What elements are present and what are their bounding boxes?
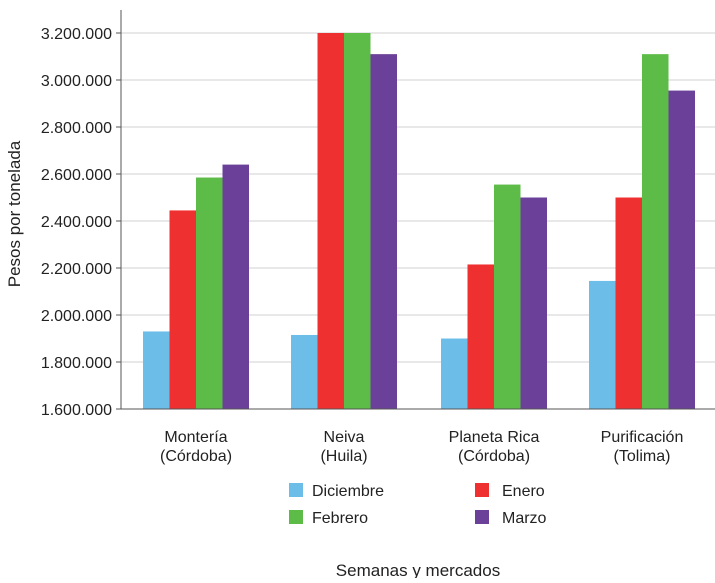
y-tick-label: 2.000.000 [41, 308, 112, 325]
bar-marzo-2 [520, 197, 547, 409]
bar-marzo-0 [222, 164, 249, 409]
x-tick-label: (Córdoba) [458, 448, 530, 465]
x-tick-label: (Córdoba) [160, 448, 232, 465]
y-tick-labels: 1.600.000 1.800.000 2.000.000 2.200.000 2.40… [41, 26, 112, 419]
y-tick-label: 2.400.000 [41, 214, 112, 231]
bars [143, 33, 695, 410]
y-tick-label: 2.600.000 [41, 167, 112, 184]
bar-diciembre-1 [291, 334, 318, 409]
legend-label-diciembre: Diciembre [312, 483, 384, 500]
legend-swatch-marzo [475, 510, 489, 524]
x-tick-label: Montería [164, 429, 227, 446]
bar-enero-2 [467, 264, 494, 409]
y-tick-label: 2.800.000 [41, 120, 112, 137]
x-axis-label: Semanas y mercados [336, 561, 500, 578]
bar-enero-3 [615, 197, 642, 409]
axes [116, 10, 715, 410]
x-tick-label: Neiva [324, 429, 365, 446]
legend-label-febrero: Febrero [312, 510, 368, 527]
bar-febrero-3 [642, 54, 669, 410]
x-tick-labels: Montería (Córdoba) Neiva (Huila) Planeta Ric… [160, 429, 683, 465]
bar-diciembre-3 [589, 280, 616, 409]
bar-enero-1 [317, 33, 344, 409]
bar-diciembre-2 [441, 338, 468, 409]
bar-enero-0 [169, 210, 196, 409]
y-tick-label: 3.000.000 [41, 73, 112, 90]
legend-swatch-febrero [289, 510, 303, 524]
x-tick-label: (Tolima) [614, 448, 671, 465]
bar-febrero-2 [494, 184, 521, 409]
x-tick-label: Purificación [601, 429, 684, 446]
legend-label-enero: Enero [502, 483, 545, 500]
bar-marzo-1 [370, 54, 397, 410]
y-tick-label: 1.800.000 [41, 355, 112, 372]
legend-label-marzo: Marzo [502, 510, 547, 527]
x-tick-label: (Huila) [320, 448, 367, 465]
bar-febrero-0 [196, 177, 223, 409]
y-axis-label: Pesos por tonelada [5, 140, 24, 287]
legend: Diciembre Enero Febrero Marzo [289, 483, 547, 527]
x-tick-label: Planeta Rica [449, 429, 540, 446]
bar-diciembre-0 [143, 331, 170, 409]
bar-marzo-3 [668, 90, 695, 409]
legend-swatch-diciembre [289, 483, 303, 497]
y-tick-label: 1.600.000 [41, 402, 112, 419]
legend-swatch-enero [475, 483, 489, 497]
y-tick-label: 2.200.000 [41, 261, 112, 278]
bar-febrero-1 [344, 33, 371, 409]
y-tick-label: 3.200.000 [41, 26, 112, 43]
